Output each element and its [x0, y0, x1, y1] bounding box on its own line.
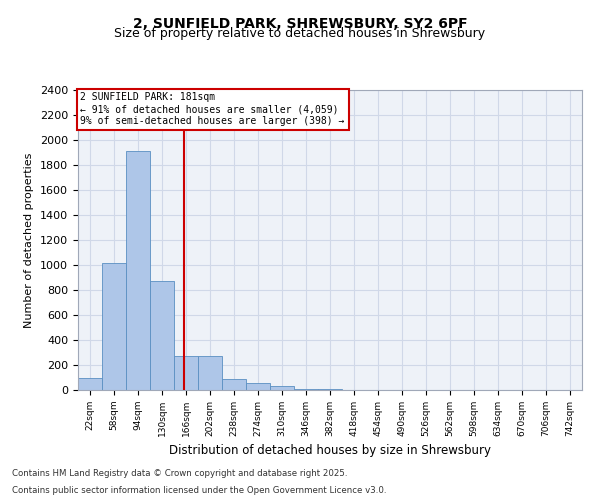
Bar	[294, 389, 318, 390]
Bar	[198, 356, 222, 390]
Text: 2, SUNFIELD PARK, SHREWSBURY, SY2 6PF: 2, SUNFIELD PARK, SHREWSBURY, SY2 6PF	[133, 18, 467, 32]
Text: Contains HM Land Registry data © Crown copyright and database right 2025.: Contains HM Land Registry data © Crown c…	[12, 468, 347, 477]
X-axis label: Distribution of detached houses by size in Shrewsbury: Distribution of detached houses by size …	[169, 444, 491, 458]
Bar	[270, 386, 294, 390]
Text: Contains public sector information licensed under the Open Government Licence v3: Contains public sector information licen…	[12, 486, 386, 495]
Bar	[174, 356, 198, 390]
Bar	[150, 281, 174, 390]
Bar	[222, 379, 246, 390]
Bar	[126, 151, 150, 390]
Bar	[246, 382, 270, 390]
Bar	[78, 378, 102, 390]
Y-axis label: Number of detached properties: Number of detached properties	[25, 152, 34, 328]
Text: Size of property relative to detached houses in Shrewsbury: Size of property relative to detached ho…	[115, 28, 485, 40]
Bar	[102, 262, 126, 390]
Text: 2 SUNFIELD PARK: 181sqm
← 91% of detached houses are smaller (4,059)
9% of semi-: 2 SUNFIELD PARK: 181sqm ← 91% of detache…	[80, 92, 345, 126]
